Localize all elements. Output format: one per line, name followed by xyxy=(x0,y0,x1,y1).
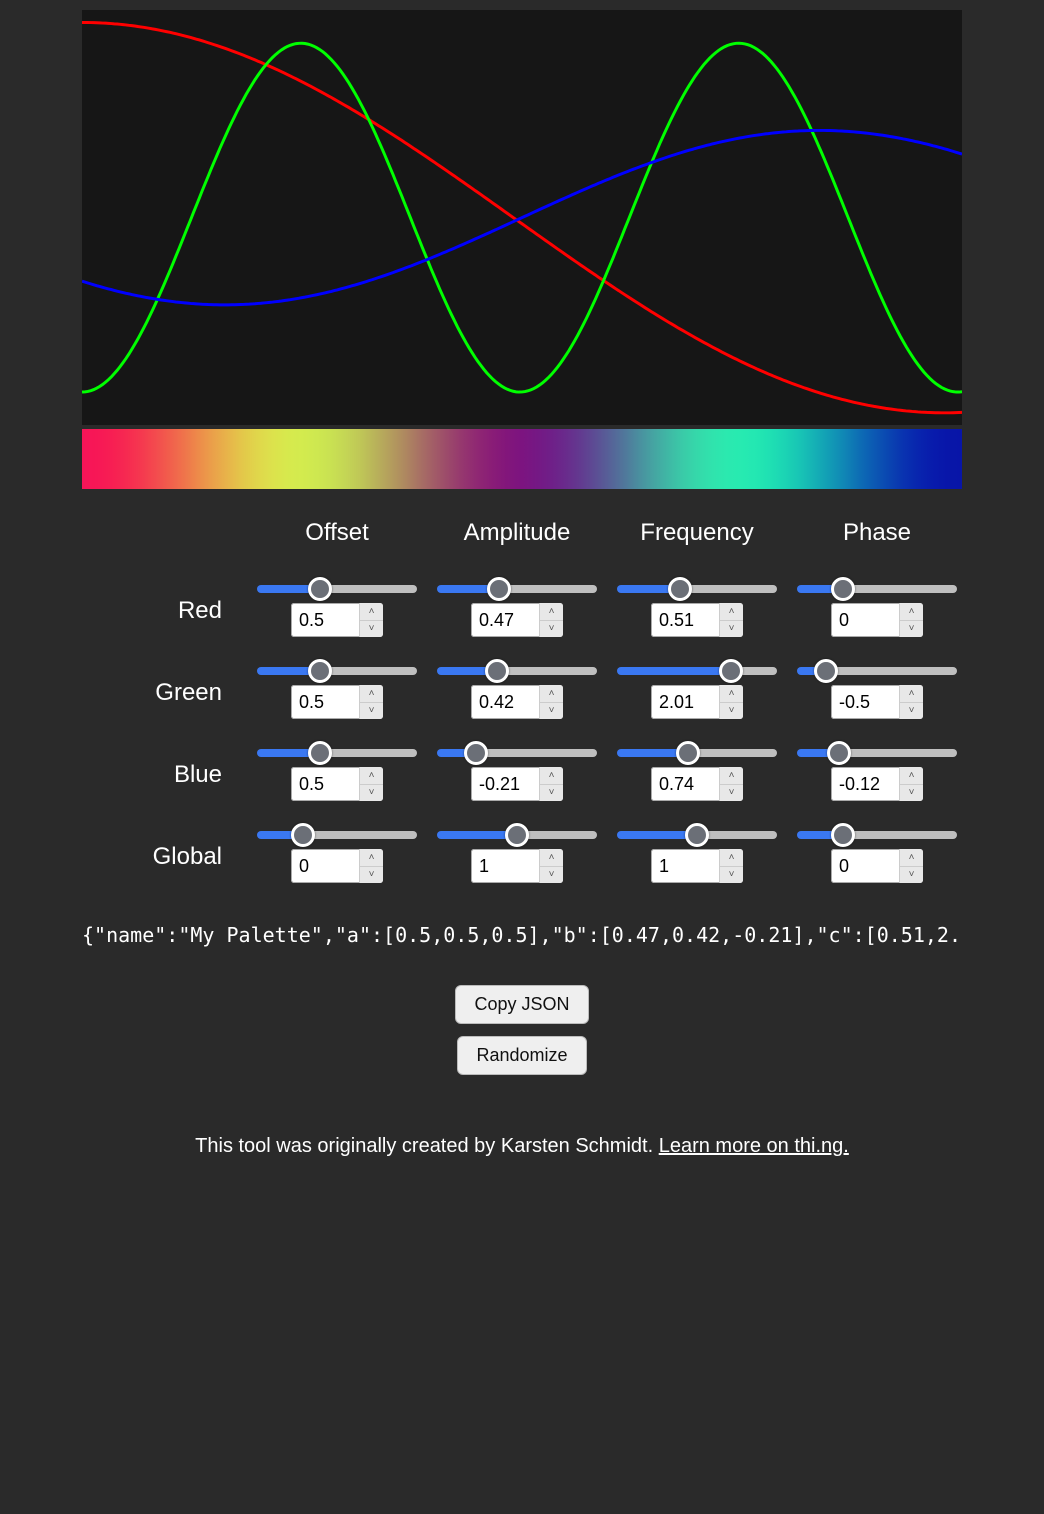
row-label-global: Global xyxy=(82,843,242,871)
row-label-red: Red xyxy=(82,597,242,625)
column-header-frequency: Frequency xyxy=(612,519,782,555)
slider-global-phase[interactable] xyxy=(797,831,957,839)
randomize-button[interactable]: Randomize xyxy=(457,1036,586,1075)
row-label-green: Green xyxy=(82,679,242,707)
waveform-chart xyxy=(82,10,962,425)
stepper-up-icon[interactable]: ˄ xyxy=(900,685,923,703)
column-header-amplitude: Amplitude xyxy=(432,519,602,555)
stepper-down-icon[interactable]: ˅ xyxy=(360,703,383,720)
slider-red-frequency[interactable] xyxy=(617,585,777,593)
column-header-offset: Offset xyxy=(252,519,422,555)
palette-json-output[interactable]: {"name":"My Palette","a":[0.5,0.5,0.5],"… xyxy=(82,923,962,955)
stepper-down-icon[interactable]: ˅ xyxy=(900,867,923,884)
stepper-up-icon[interactable]: ˄ xyxy=(720,685,743,703)
stepper-up-icon[interactable]: ˄ xyxy=(900,767,923,785)
slider-blue-amplitude[interactable] xyxy=(437,749,597,757)
spinner-blue-offset[interactable]: 0.5˄˅ xyxy=(291,767,383,801)
stepper-up-icon[interactable]: ˄ xyxy=(360,767,383,785)
stepper-down-icon[interactable]: ˅ xyxy=(540,703,563,720)
slider-blue-offset[interactable] xyxy=(257,749,417,757)
spinner-green-frequency[interactable]: 2.01˄˅ xyxy=(651,685,743,719)
stepper-up-icon[interactable]: ˄ xyxy=(360,603,383,621)
stepper-up-icon[interactable]: ˄ xyxy=(540,849,563,867)
row-label-blue: Blue xyxy=(82,761,242,789)
slider-global-frequency[interactable] xyxy=(617,831,777,839)
footer-link[interactable]: Learn more on thi.ng. xyxy=(659,1135,849,1157)
slider-green-phase[interactable] xyxy=(797,667,957,675)
column-header-phase: Phase xyxy=(792,519,962,555)
spinner-global-phase[interactable]: 0˄˅ xyxy=(831,849,923,883)
slider-green-offset[interactable] xyxy=(257,667,417,675)
controls-grid: Offset Amplitude Frequency Phase Red 0.5… xyxy=(82,519,962,883)
slider-global-offset[interactable] xyxy=(257,831,417,839)
spinner-red-offset[interactable]: 0.5˄˅ xyxy=(291,603,383,637)
copy-json-button[interactable]: Copy JSON xyxy=(455,985,588,1024)
slider-global-amplitude[interactable] xyxy=(437,831,597,839)
stepper-down-icon[interactable]: ˅ xyxy=(360,867,383,884)
stepper-down-icon[interactable]: ˅ xyxy=(900,785,923,802)
stepper-up-icon[interactable]: ˄ xyxy=(900,603,923,621)
stepper-down-icon[interactable]: ˅ xyxy=(900,703,923,720)
footer-credit: This tool was originally created by Kars… xyxy=(82,1135,962,1158)
slider-green-amplitude[interactable] xyxy=(437,667,597,675)
spinner-red-frequency[interactable]: 0.51˄˅ xyxy=(651,603,743,637)
spinner-red-phase[interactable]: 0˄˅ xyxy=(831,603,923,637)
stepper-down-icon[interactable]: ˅ xyxy=(360,785,383,802)
stepper-down-icon[interactable]: ˅ xyxy=(360,621,383,638)
slider-red-phase[interactable] xyxy=(797,585,957,593)
stepper-down-icon[interactable]: ˅ xyxy=(540,785,563,802)
stepper-down-icon[interactable]: ˅ xyxy=(540,867,563,884)
stepper-up-icon[interactable]: ˄ xyxy=(900,849,923,867)
spinner-red-amplitude[interactable]: 0.47˄˅ xyxy=(471,603,563,637)
stepper-down-icon[interactable]: ˅ xyxy=(720,621,743,638)
stepper-down-icon[interactable]: ˅ xyxy=(900,621,923,638)
spinner-blue-amplitude[interactable]: -0.21˄˅ xyxy=(471,767,563,801)
spinner-global-offset[interactable]: 0˄˅ xyxy=(291,849,383,883)
stepper-down-icon[interactable]: ˅ xyxy=(720,785,743,802)
spinner-green-phase[interactable]: -0.5˄˅ xyxy=(831,685,923,719)
stepper-down-icon[interactable]: ˅ xyxy=(720,867,743,884)
slider-green-frequency[interactable] xyxy=(617,667,777,675)
stepper-up-icon[interactable]: ˄ xyxy=(360,849,383,867)
stepper-up-icon[interactable]: ˄ xyxy=(540,767,563,785)
footer-text: This tool was originally created by Kars… xyxy=(195,1135,659,1157)
spinner-blue-phase[interactable]: -0.12˄˅ xyxy=(831,767,923,801)
spinner-green-amplitude[interactable]: 0.42˄˅ xyxy=(471,685,563,719)
stepper-up-icon[interactable]: ˄ xyxy=(720,603,743,621)
spinner-global-amplitude[interactable]: 1˄˅ xyxy=(471,849,563,883)
slider-blue-frequency[interactable] xyxy=(617,749,777,757)
stepper-up-icon[interactable]: ˄ xyxy=(360,685,383,703)
stepper-up-icon[interactable]: ˄ xyxy=(540,603,563,621)
stepper-down-icon[interactable]: ˅ xyxy=(720,703,743,720)
spinner-global-frequency[interactable]: 1˄˅ xyxy=(651,849,743,883)
stepper-up-icon[interactable]: ˄ xyxy=(540,685,563,703)
slider-red-amplitude[interactable] xyxy=(437,585,597,593)
spinner-blue-frequency[interactable]: 0.74˄˅ xyxy=(651,767,743,801)
stepper-down-icon[interactable]: ˅ xyxy=(540,621,563,638)
stepper-up-icon[interactable]: ˄ xyxy=(720,767,743,785)
slider-blue-phase[interactable] xyxy=(797,749,957,757)
stepper-up-icon[interactable]: ˄ xyxy=(720,849,743,867)
slider-red-offset[interactable] xyxy=(257,585,417,593)
palette-gradient-bar xyxy=(82,429,962,489)
spinner-green-offset[interactable]: 0.5˄˅ xyxy=(291,685,383,719)
